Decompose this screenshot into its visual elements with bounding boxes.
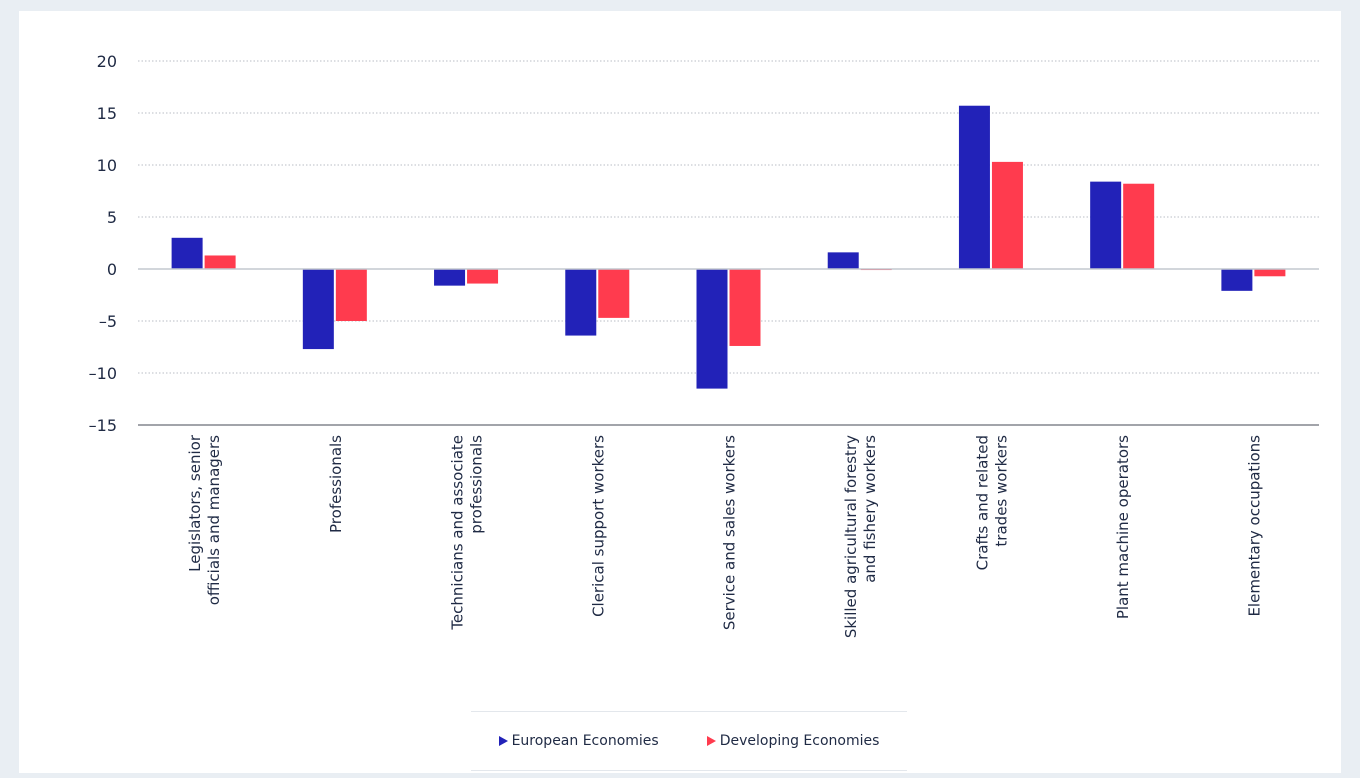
bar-european: [434, 269, 466, 286]
bar-european: [302, 269, 334, 350]
y-tick-label: –10: [89, 364, 117, 383]
bar-european: [1221, 269, 1253, 291]
chart-card: 20 15 10 5 0 –5 –10 –15 Legislators, senior offic…: [19, 11, 1341, 773]
category-label: professionals: [468, 435, 486, 534]
y-tick-label: 5: [107, 208, 117, 227]
bar-european: [958, 105, 990, 269]
category-label: trades workers: [992, 435, 1010, 547]
category-label: Professionals: [327, 435, 345, 533]
bar-developing: [1254, 269, 1286, 277]
legend-item-european: European Economies: [498, 733, 659, 749]
bar-developing: [991, 161, 1023, 269]
category-label: Crafts and related: [973, 435, 991, 570]
bar-developing: [598, 269, 630, 318]
bar-developing: [729, 269, 761, 346]
bar-developing: [467, 269, 499, 284]
bar-developing: [1123, 183, 1155, 269]
bar-european: [1090, 181, 1122, 269]
category-label: Skilled agricultural forestry: [842, 435, 860, 638]
category-label: Clerical support workers: [589, 435, 607, 617]
bar-european: [827, 252, 859, 269]
legend-label-european: European Economies: [511, 733, 659, 749]
legend-marker-european: [498, 736, 508, 746]
y-tick-label: 15: [97, 104, 117, 123]
bar-european: [696, 269, 728, 389]
category-label: Elementary occupations: [1245, 435, 1263, 617]
y-tick-label: –5: [99, 312, 117, 331]
y-tick-label: 0: [107, 260, 117, 279]
category-label: Plant machine operators: [1114, 435, 1132, 619]
category-label: officials and managers: [205, 435, 223, 605]
bar-european: [565, 269, 597, 336]
legend-marker-developing: [706, 736, 716, 746]
bar-european: [171, 237, 203, 269]
y-tick-label: –15: [89, 416, 117, 435]
legend-label-developing: Developing Economies: [719, 733, 880, 749]
category-label: Service and sales workers: [721, 435, 739, 630]
category-label: Technicians and associate: [449, 435, 467, 631]
category-label: Legislators, senior: [186, 434, 204, 572]
y-tick-label: 10: [97, 156, 117, 175]
category-label: and fishery workers: [861, 435, 879, 583]
bar-developing: [335, 269, 367, 321]
bar-developing: [204, 255, 236, 269]
legend: European Economies Developing Economies: [471, 711, 907, 771]
bar-chart: 20 15 10 5 0 –5 –10 –15 Legislators, senior offic…: [89, 52, 1319, 638]
legend-item-developing: Developing Economies: [706, 733, 880, 749]
y-tick-label: 20: [97, 52, 117, 71]
